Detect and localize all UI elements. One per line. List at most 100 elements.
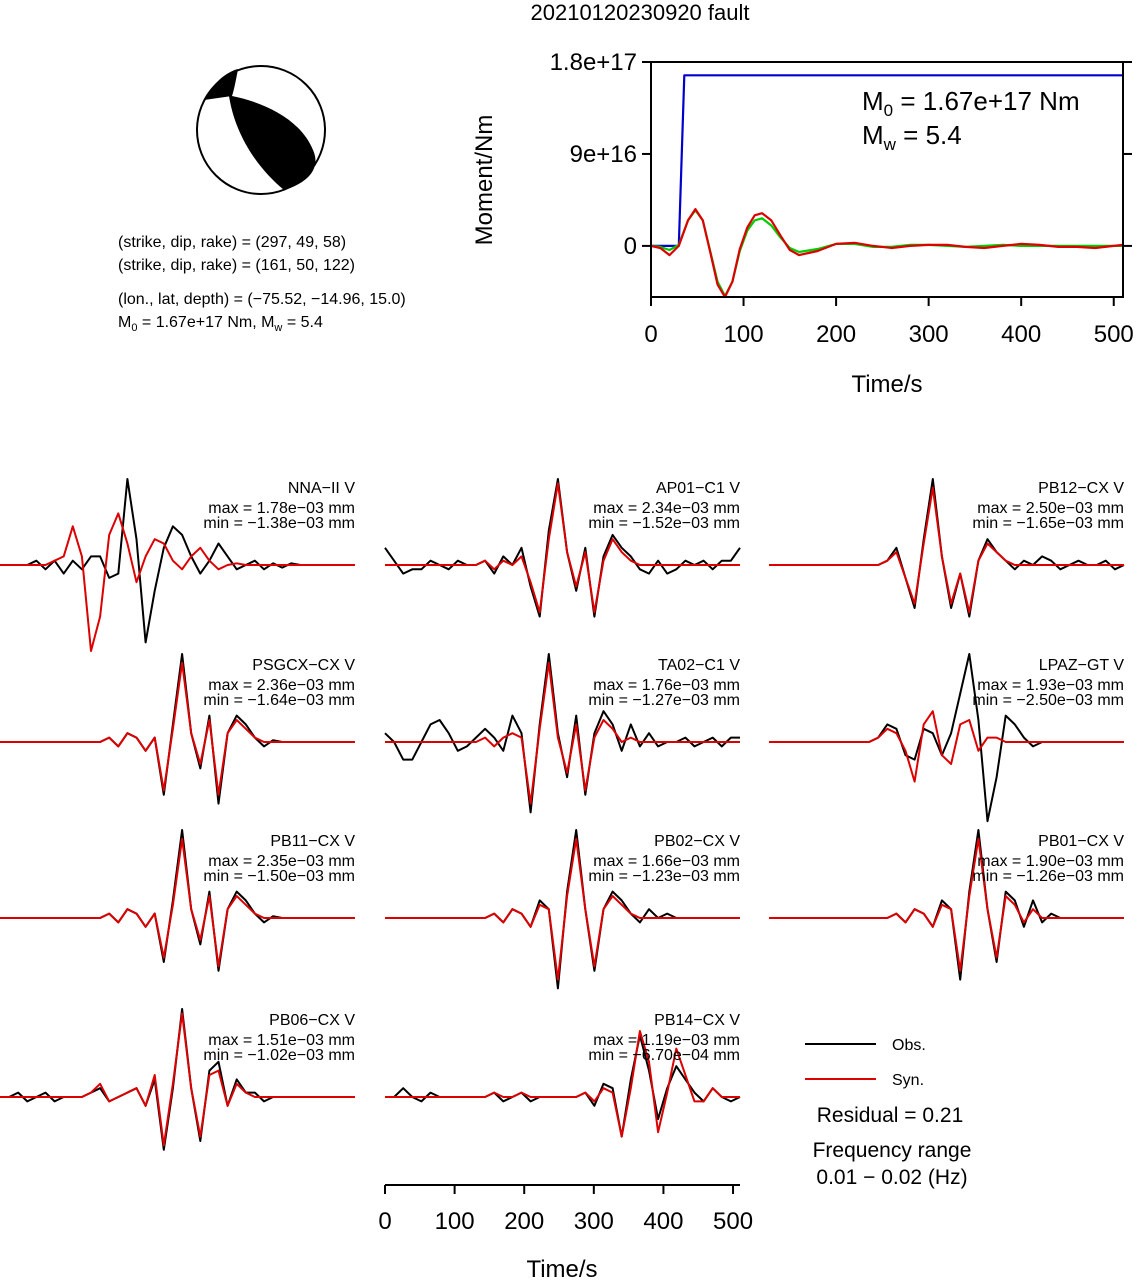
synthetic-waveform xyxy=(385,482,740,614)
moment-y-tick-label: 1.8e+17 xyxy=(550,49,637,76)
min-amplitude-label: min = −1.50e−03 mm xyxy=(203,868,355,885)
moment-x-tick-label: 0 xyxy=(644,321,657,348)
synthetic-waveform xyxy=(769,837,1124,972)
min-amplitude-label: min = −1.64e−03 mm xyxy=(203,692,355,709)
waveform-x-tick-label: 400 xyxy=(643,1208,683,1235)
hypocenter-location: (lon., lat, depth) = (−75.52, −14.96, 15… xyxy=(118,291,406,308)
moment-series xyxy=(650,74,1124,299)
min-amplitude-label: min = −1.26e−03 mm xyxy=(972,868,1124,885)
moment-y-tick-label: 0 xyxy=(624,233,637,260)
max-amplitude-label: max = 1.51e−03 mm xyxy=(208,1032,355,1049)
moment-magnitude-summary: M0 = 1.67e+17 Nm, Mw = 5.4 xyxy=(118,314,323,334)
waveform-x-tick-label: 200 xyxy=(504,1208,544,1235)
moment-x-tick-label: 400 xyxy=(1001,321,1041,348)
synthetic-waveform xyxy=(0,837,355,968)
station-label: PSGCX−CX V xyxy=(252,657,355,674)
nodal-plane-2: (strike, dip, rake) = (161, 50, 122) xyxy=(118,257,355,274)
min-amplitude-label: min = −1.27e−03 mm xyxy=(588,692,740,709)
synthetic-waveform xyxy=(0,661,355,796)
beachball xyxy=(196,65,326,195)
min-amplitude-label: min = −1.38e−03 mm xyxy=(203,515,355,532)
max-amplitude-label: max = 1.90e−03 mm xyxy=(977,853,1124,870)
waveform-x-tick-label: 0 xyxy=(378,1208,391,1235)
moment-x-tick-label: 200 xyxy=(816,321,856,348)
max-amplitude-label: max = 2.36e−03 mm xyxy=(208,677,355,694)
synthetic-waveform xyxy=(769,486,1124,614)
mechanism-info: (strike, dip, rake) = (297, 49, 58) (str… xyxy=(118,234,406,334)
beachball-compressional-cap xyxy=(204,69,238,100)
moment-series-line-0 xyxy=(651,74,1123,247)
synthetic-waveform xyxy=(385,661,740,805)
frequency-range-label: Frequency range xyxy=(813,1139,972,1162)
min-amplitude-label: min = −2.50e−03 mm xyxy=(972,692,1124,709)
max-amplitude-label: max = 1.19e−03 mm xyxy=(593,1032,740,1049)
legend-obs-label: Obs. xyxy=(892,1037,926,1054)
station-label: PB14−CX V xyxy=(654,1012,740,1029)
station-label: PB02−CX V xyxy=(654,833,740,850)
min-amplitude-label: min = −1.52e−03 mm xyxy=(588,515,740,532)
max-amplitude-label: max = 2.50e−03 mm xyxy=(977,500,1124,517)
min-amplitude-label: min = −1.02e−03 mm xyxy=(203,1047,355,1064)
moment-x-tick-label: 500 xyxy=(1094,321,1134,348)
station-label: NNA−II V xyxy=(288,480,355,497)
waveform-x-axis-label: Time/s xyxy=(526,1256,597,1281)
synthetic-waveform xyxy=(769,710,1124,783)
moment-x-tick-label: 100 xyxy=(724,321,764,348)
residual-label: Residual = 0.21 xyxy=(817,1104,964,1127)
station-label: PB11−CX V xyxy=(270,833,355,850)
min-amplitude-label: min = −6.70e−04 mm xyxy=(588,1047,740,1064)
moment-plot-frame xyxy=(650,61,1124,298)
moment-axes: 0 100 200 300 400 500 0 9e+16 1.8e+17 xyxy=(550,49,1134,348)
station-label: AP01−C1 V xyxy=(656,480,740,497)
figure-title: 20210120230920 fault xyxy=(531,0,750,25)
moment-series-line-1 xyxy=(650,209,1123,298)
synthetic-waveform xyxy=(0,1012,355,1147)
moment-y-tick-label: 9e+16 xyxy=(570,141,637,168)
waveform-time-axis: Time/s 0 100 200 300 400 500 xyxy=(378,1184,753,1281)
moment-series-line-2 xyxy=(650,208,1124,299)
legend: Obs. Syn. Residual = 0.21 Frequency rang… xyxy=(805,1037,971,1189)
frequency-range-value: 0.01 − 0.02 (Hz) xyxy=(816,1166,967,1189)
station-label: LPAZ−GT V xyxy=(1039,657,1125,674)
min-amplitude-label: min = −1.23e−03 mm xyxy=(588,868,740,885)
synthetic-waveform xyxy=(385,837,740,981)
station-label: PB06−CX V xyxy=(269,1012,355,1029)
observed-waveform xyxy=(0,829,355,972)
observed-waveform xyxy=(0,1008,355,1151)
waveform-x-tick-label: 500 xyxy=(713,1208,753,1235)
moment-x-tick-label: 300 xyxy=(909,321,949,348)
moment-m0-annotation: M0 = 1.67e+17 Nm xyxy=(862,86,1080,120)
station-label: TA02−C1 V xyxy=(658,657,740,674)
max-amplitude-label: max = 1.93e−03 mm xyxy=(977,677,1124,694)
max-amplitude-label: max = 1.66e−03 mm xyxy=(593,853,740,870)
nodal-plane-1: (strike, dip, rake) = (297, 49, 58) xyxy=(118,234,346,251)
moment-x-axis-label: Time/s xyxy=(851,371,922,398)
moment-rate-chart: 0 100 200 300 400 500 0 9e+16 1.8e+17 M0 = 1.67e… xyxy=(471,49,1134,398)
moment-y-axis-label: Moment/Nm xyxy=(471,115,498,246)
moment-mw-annotation: Mw = 5.4 xyxy=(862,120,962,154)
waveform-x-tick-label: 300 xyxy=(574,1208,614,1235)
legend-syn-label: Syn. xyxy=(892,1072,924,1089)
synthetic-waveform xyxy=(0,512,355,652)
waveform-x-tick-label: 100 xyxy=(435,1208,475,1235)
synthetic-waveform xyxy=(385,1030,740,1138)
station-label: PB01−CX V xyxy=(1038,833,1124,850)
max-amplitude-label: max = 2.34e−03 mm xyxy=(593,500,740,517)
min-amplitude-label: min = −1.65e−03 mm xyxy=(972,515,1124,532)
max-amplitude-label: max = 2.35e−03 mm xyxy=(208,853,355,870)
max-amplitude-label: max = 1.76e−03 mm xyxy=(593,677,740,694)
beachball-compressional-quadrant xyxy=(229,96,316,190)
